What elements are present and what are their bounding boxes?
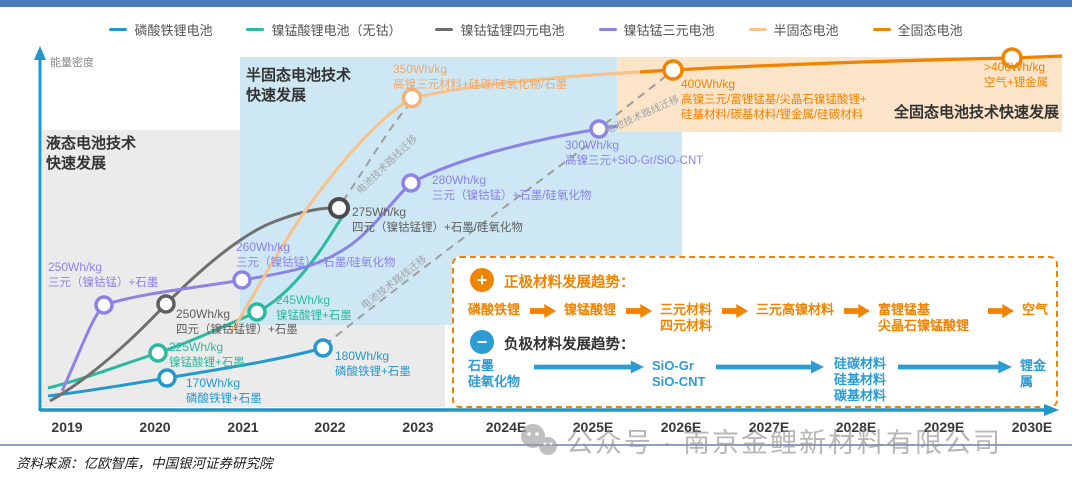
watermark-text: 公众号 · 南京金鲤新材料有限公司: [566, 428, 1002, 458]
material-trend-box: + 正极材料发展趋势： 磷酸铁锂 镍锰酸锂 三元材料 四元材料 三元高镍材料 富…: [452, 256, 1058, 408]
region-label-liquid: 液态电池技术 快速发展: [46, 135, 137, 173]
x-tick: 2025E: [572, 419, 614, 435]
negative-step: 石墨 硅氧化物: [468, 358, 521, 389]
point-label-350: 350Wh/kg 高镍三元材料+硅碳/硅氧化物/石墨: [393, 62, 568, 91]
y-axis-arrow-icon: [34, 46, 46, 60]
legend-item-solid: 全固态电池: [872, 20, 963, 39]
legend-label: 镍锰酸锂电池（无钴）: [271, 23, 402, 38]
arrow-right-icon: [988, 303, 1014, 319]
positive-step: 磷酸铁锂: [468, 302, 521, 317]
arrow-right-icon: [534, 360, 644, 374]
arrow-right-icon: [898, 360, 1012, 374]
x-tick: 2022: [314, 419, 346, 435]
y-axis-label: 能量密度: [50, 57, 94, 69]
point-label-250-quaternary: 250Wh/kg 四元（镍钴锰锂）+石墨: [176, 307, 298, 336]
minus-icon: −: [470, 330, 494, 354]
point-label-225: 225Wh/kg 镍锰酸锂+石墨: [169, 340, 245, 369]
x-tick: 2021: [227, 419, 259, 435]
x-tick: 2028E: [835, 419, 877, 435]
positive-step: 空气: [1022, 302, 1049, 317]
positive-trend-title: 正极材料发展趋势：: [504, 275, 635, 291]
positive-step: 三元材料 四元材料: [660, 302, 713, 333]
negative-step: SiO-Gr SiO-CNT: [652, 358, 706, 389]
region-label-semisolid: 半固态电池技术 快速发展: [246, 67, 352, 105]
arrow-right-icon: [626, 303, 652, 319]
legend-swatch-quaternary-icon: [435, 28, 454, 31]
x-tick: 2023: [402, 419, 434, 435]
legend-swatch-lfp-icon: [109, 28, 128, 31]
positive-step: 镍锰酸锂: [564, 302, 617, 317]
legend-label: 半固态电池: [773, 23, 839, 38]
point-label-275: 275Wh/kg 四元（镍钴锰锂）+石墨/硅氧化物: [352, 205, 523, 234]
legend-swatch-ncm-icon: [598, 28, 617, 31]
positive-step: 三元高镍材料: [756, 302, 835, 317]
legend-swatch-semisolid-icon: [748, 28, 767, 31]
point-label-180: 180Wh/kg 磷酸铁锂+石墨: [335, 349, 411, 378]
point-label-gt400: >400Wh/kg 空气+锂金属: [984, 60, 1049, 89]
positive-step: 富锂锰基 尖晶石镍锰酸锂: [878, 302, 970, 333]
point-label-260: 260Wh/kg 三元（镍钴锰）+石墨/硅氧化物: [236, 240, 396, 269]
source-note: 资料来源：亿欧智库，中国银河证券研究院: [16, 456, 273, 471]
top-accent-bar: [0, 0, 1072, 7]
legend-label: 镍钴锰锂四元电池: [460, 23, 565, 38]
point-label-250-ternary: 250Wh/kg 三元（镍钴锰）+石墨: [48, 260, 159, 289]
x-tick: 2030E: [1011, 419, 1053, 435]
point-label-300: 300Wh/kg 高镍三元+SiO-Gr/SiO-CNT: [565, 138, 704, 167]
legend-item-ncm: 镍钴锰三元电池: [598, 20, 715, 39]
legend-swatch-solid-icon: [872, 28, 891, 31]
region-label-solid: 全固态电池技术快速发展: [894, 104, 1060, 121]
legend-label: 磷酸铁锂电池: [134, 23, 213, 38]
legend-label: 全固态电池: [897, 23, 963, 38]
negative-trend-title: 负极材料发展趋势：: [504, 337, 635, 353]
x-tick: 2029E: [923, 419, 965, 435]
watermark: 公众号 · 南京金鲤新材料有限公司: [518, 421, 1002, 460]
x-tick: 2026E: [660, 419, 702, 435]
x-tick: 2024E: [485, 419, 527, 435]
legend-item-lfp: 磷酸铁锂电池: [109, 20, 212, 39]
legend-item-semisolid: 半固态电池: [748, 20, 839, 39]
legend-item-lnmo: 镍锰酸锂电池（无钴）: [246, 20, 401, 39]
wechat-icon: [521, 423, 557, 455]
arrow-right-icon: [530, 303, 556, 319]
arrow-right-icon: [844, 303, 870, 319]
negative-step: 锂金属: [1020, 358, 1047, 389]
plus-icon: +: [470, 268, 494, 292]
x-tick: 2027E: [748, 419, 790, 435]
arrow-right-icon: [716, 360, 824, 374]
legend-swatch-lnmo-icon: [246, 28, 265, 31]
point-label-400: 400Wh/kg 高镍三元/富锂锰基/尖晶石镍锰酸锂+ 硅基材料/碳基材料/锂金属…: [681, 77, 867, 121]
point-label-170: 170Wh/kg 磷酸铁锂+石墨: [186, 376, 262, 405]
arrow-right-icon: [722, 303, 748, 319]
legend-label: 镍钴锰三元电池: [623, 23, 715, 38]
legend-item-quaternary: 镍钴锰锂四元电池: [435, 20, 565, 39]
x-tick: 2019: [51, 419, 83, 435]
point-label-280: 280Wh/kg 三元（镍钴锰）+石墨/硅氧化物: [432, 173, 592, 202]
x-tick: 2020: [139, 419, 171, 435]
negative-step: 硅碳材料 硅基材料 碳基材料: [834, 356, 887, 403]
chart-legend: 磷酸铁锂电池 镍锰酸锂电池（无钴） 镍钴锰锂四元电池 镍钴锰三元电池 半固态电池…: [0, 20, 1072, 39]
